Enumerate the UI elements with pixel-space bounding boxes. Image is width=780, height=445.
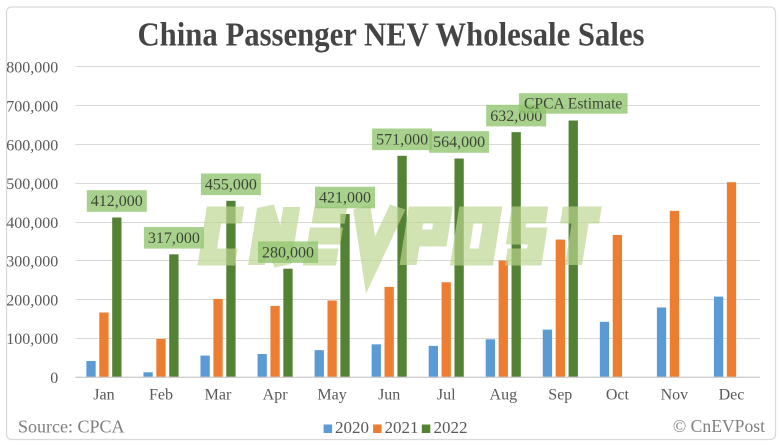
svg-text:Jan: Jan (93, 387, 114, 404)
svg-text:400,000: 400,000 (6, 215, 58, 232)
svg-text:800,000: 800,000 (6, 60, 58, 77)
svg-text:May: May (317, 387, 346, 404)
svg-text:280,000: 280,000 (262, 244, 314, 261)
svg-text:© CnEVPost: © CnEVPost (673, 416, 765, 436)
svg-text:Sep: Sep (548, 387, 572, 404)
svg-text:317,000: 317,000 (148, 230, 200, 247)
svg-text:2022: 2022 (434, 418, 468, 437)
svg-text:412,000: 412,000 (91, 193, 143, 210)
svg-text:200,000: 200,000 (6, 292, 58, 309)
svg-text:455,000: 455,000 (205, 177, 257, 194)
svg-text:300,000: 300,000 (6, 254, 58, 271)
svg-text:Aug: Aug (490, 387, 518, 404)
svg-text:Jun: Jun (378, 387, 400, 404)
svg-text:600,000: 600,000 (6, 137, 58, 154)
svg-text:Apr: Apr (263, 387, 289, 404)
svg-text:CPCA Estimate: CPCA Estimate (524, 96, 622, 113)
svg-text:2020: 2020 (335, 418, 369, 437)
svg-text:2021: 2021 (385, 418, 419, 437)
svg-text:Jul: Jul (437, 387, 456, 404)
svg-text:Oct: Oct (606, 387, 630, 404)
svg-text:Dec: Dec (719, 387, 745, 404)
svg-text:500,000: 500,000 (6, 176, 58, 193)
svg-text:100,000: 100,000 (6, 331, 58, 348)
svg-text:Nov: Nov (661, 387, 689, 404)
svg-text:Mar: Mar (205, 387, 232, 404)
svg-text:700,000: 700,000 (6, 99, 58, 116)
svg-text:564,000: 564,000 (433, 134, 485, 151)
svg-text:China Passenger NEV Wholesale: China Passenger NEV Wholesale Sales (138, 17, 645, 54)
svg-text:421,000: 421,000 (319, 190, 371, 207)
svg-text:Source: CPCA: Source: CPCA (18, 417, 125, 437)
svg-text:Feb: Feb (149, 387, 173, 404)
svg-text:0: 0 (50, 370, 58, 387)
svg-text:571,000: 571,000 (376, 132, 428, 149)
